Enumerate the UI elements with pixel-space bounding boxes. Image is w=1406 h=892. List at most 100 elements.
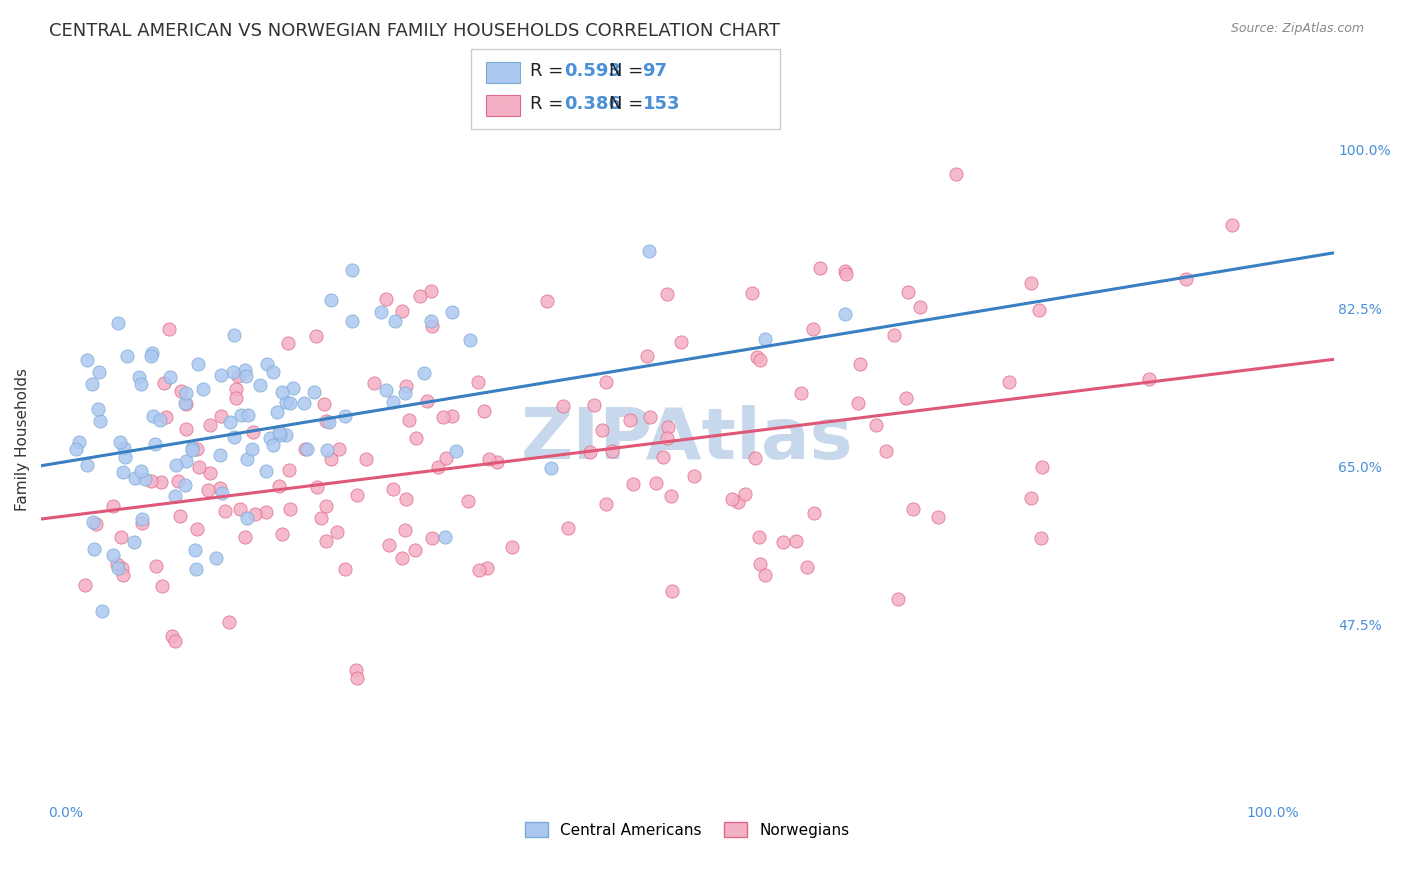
Point bbox=[174, 386, 197, 401]
Text: N =: N = bbox=[609, 95, 648, 113]
Point bbox=[363, 376, 385, 391]
Point bbox=[110, 530, 132, 544]
Point bbox=[222, 430, 245, 444]
Point bbox=[262, 365, 284, 379]
Point bbox=[186, 522, 208, 536]
Text: ZIPAtlas: ZIPAtlas bbox=[522, 405, 853, 474]
Point bbox=[200, 418, 222, 433]
Point bbox=[143, 436, 166, 450]
Point bbox=[638, 409, 661, 424]
Point bbox=[159, 370, 181, 384]
Point bbox=[344, 664, 367, 678]
Point bbox=[340, 263, 363, 277]
Point bbox=[595, 375, 617, 389]
Point bbox=[254, 505, 277, 519]
Point bbox=[319, 452, 342, 467]
Point bbox=[205, 551, 228, 566]
Point bbox=[180, 441, 202, 455]
Point bbox=[315, 533, 337, 548]
Point bbox=[142, 409, 165, 423]
Point bbox=[621, 476, 644, 491]
Point bbox=[637, 244, 659, 258]
Point bbox=[398, 413, 420, 427]
Point bbox=[305, 329, 328, 343]
Point bbox=[790, 386, 813, 401]
Point bbox=[595, 497, 617, 511]
Point bbox=[721, 491, 744, 506]
Point bbox=[115, 349, 138, 363]
Point bbox=[187, 357, 209, 371]
Point bbox=[319, 293, 342, 308]
Point bbox=[233, 363, 256, 377]
Point bbox=[808, 260, 831, 275]
Point bbox=[741, 286, 763, 301]
Point bbox=[276, 395, 298, 409]
Point bbox=[785, 533, 807, 548]
Point bbox=[157, 321, 180, 335]
Point bbox=[744, 450, 766, 465]
Point bbox=[114, 450, 136, 464]
Point bbox=[1137, 372, 1160, 386]
Text: CENTRAL AMERICAN VS NORWEGIAN FAMILY HOUSEHOLDS CORRELATION CHART: CENTRAL AMERICAN VS NORWEGIAN FAMILY HOU… bbox=[49, 22, 780, 40]
Point bbox=[333, 409, 356, 423]
Point bbox=[749, 353, 772, 368]
Point bbox=[266, 404, 288, 418]
Point bbox=[391, 304, 413, 318]
Point bbox=[381, 395, 404, 409]
Point bbox=[134, 472, 156, 486]
Point bbox=[346, 671, 368, 685]
Point bbox=[214, 503, 236, 517]
Point bbox=[875, 444, 897, 458]
Point bbox=[998, 375, 1021, 389]
Point bbox=[682, 469, 704, 483]
Point bbox=[478, 452, 501, 467]
Point bbox=[945, 168, 967, 182]
Point bbox=[225, 391, 247, 405]
Point bbox=[163, 633, 186, 648]
Point bbox=[865, 417, 887, 432]
Point bbox=[413, 366, 436, 380]
Point bbox=[150, 475, 173, 489]
Point bbox=[271, 527, 294, 541]
Point bbox=[394, 524, 416, 538]
Point bbox=[249, 378, 271, 392]
Point bbox=[254, 464, 277, 478]
Point bbox=[141, 346, 163, 360]
Point bbox=[657, 420, 679, 434]
Point bbox=[131, 516, 153, 530]
Point bbox=[619, 413, 641, 427]
Point bbox=[727, 494, 749, 508]
Point bbox=[236, 511, 259, 525]
Point bbox=[167, 474, 190, 488]
Point bbox=[76, 353, 98, 368]
Point bbox=[375, 383, 398, 397]
Point bbox=[346, 488, 368, 502]
Point bbox=[294, 442, 316, 456]
Point bbox=[107, 560, 129, 574]
Point bbox=[903, 502, 925, 516]
Point bbox=[326, 525, 349, 540]
Point bbox=[395, 379, 418, 393]
Point bbox=[420, 319, 443, 334]
Point bbox=[754, 567, 776, 582]
Point bbox=[415, 393, 437, 408]
Point bbox=[181, 442, 204, 457]
Point bbox=[209, 368, 232, 382]
Point bbox=[222, 365, 245, 379]
Point bbox=[340, 314, 363, 328]
Point bbox=[87, 402, 110, 417]
Point bbox=[278, 396, 301, 410]
Point bbox=[108, 435, 131, 450]
Point bbox=[441, 305, 464, 319]
Point bbox=[128, 369, 150, 384]
Point bbox=[908, 300, 931, 314]
Point bbox=[83, 542, 105, 557]
Point bbox=[302, 384, 325, 399]
Point bbox=[111, 561, 134, 575]
Point bbox=[150, 579, 173, 593]
Point bbox=[129, 376, 152, 391]
Point bbox=[84, 516, 107, 531]
Point bbox=[848, 357, 870, 371]
Point bbox=[112, 568, 135, 582]
Point bbox=[394, 491, 416, 506]
